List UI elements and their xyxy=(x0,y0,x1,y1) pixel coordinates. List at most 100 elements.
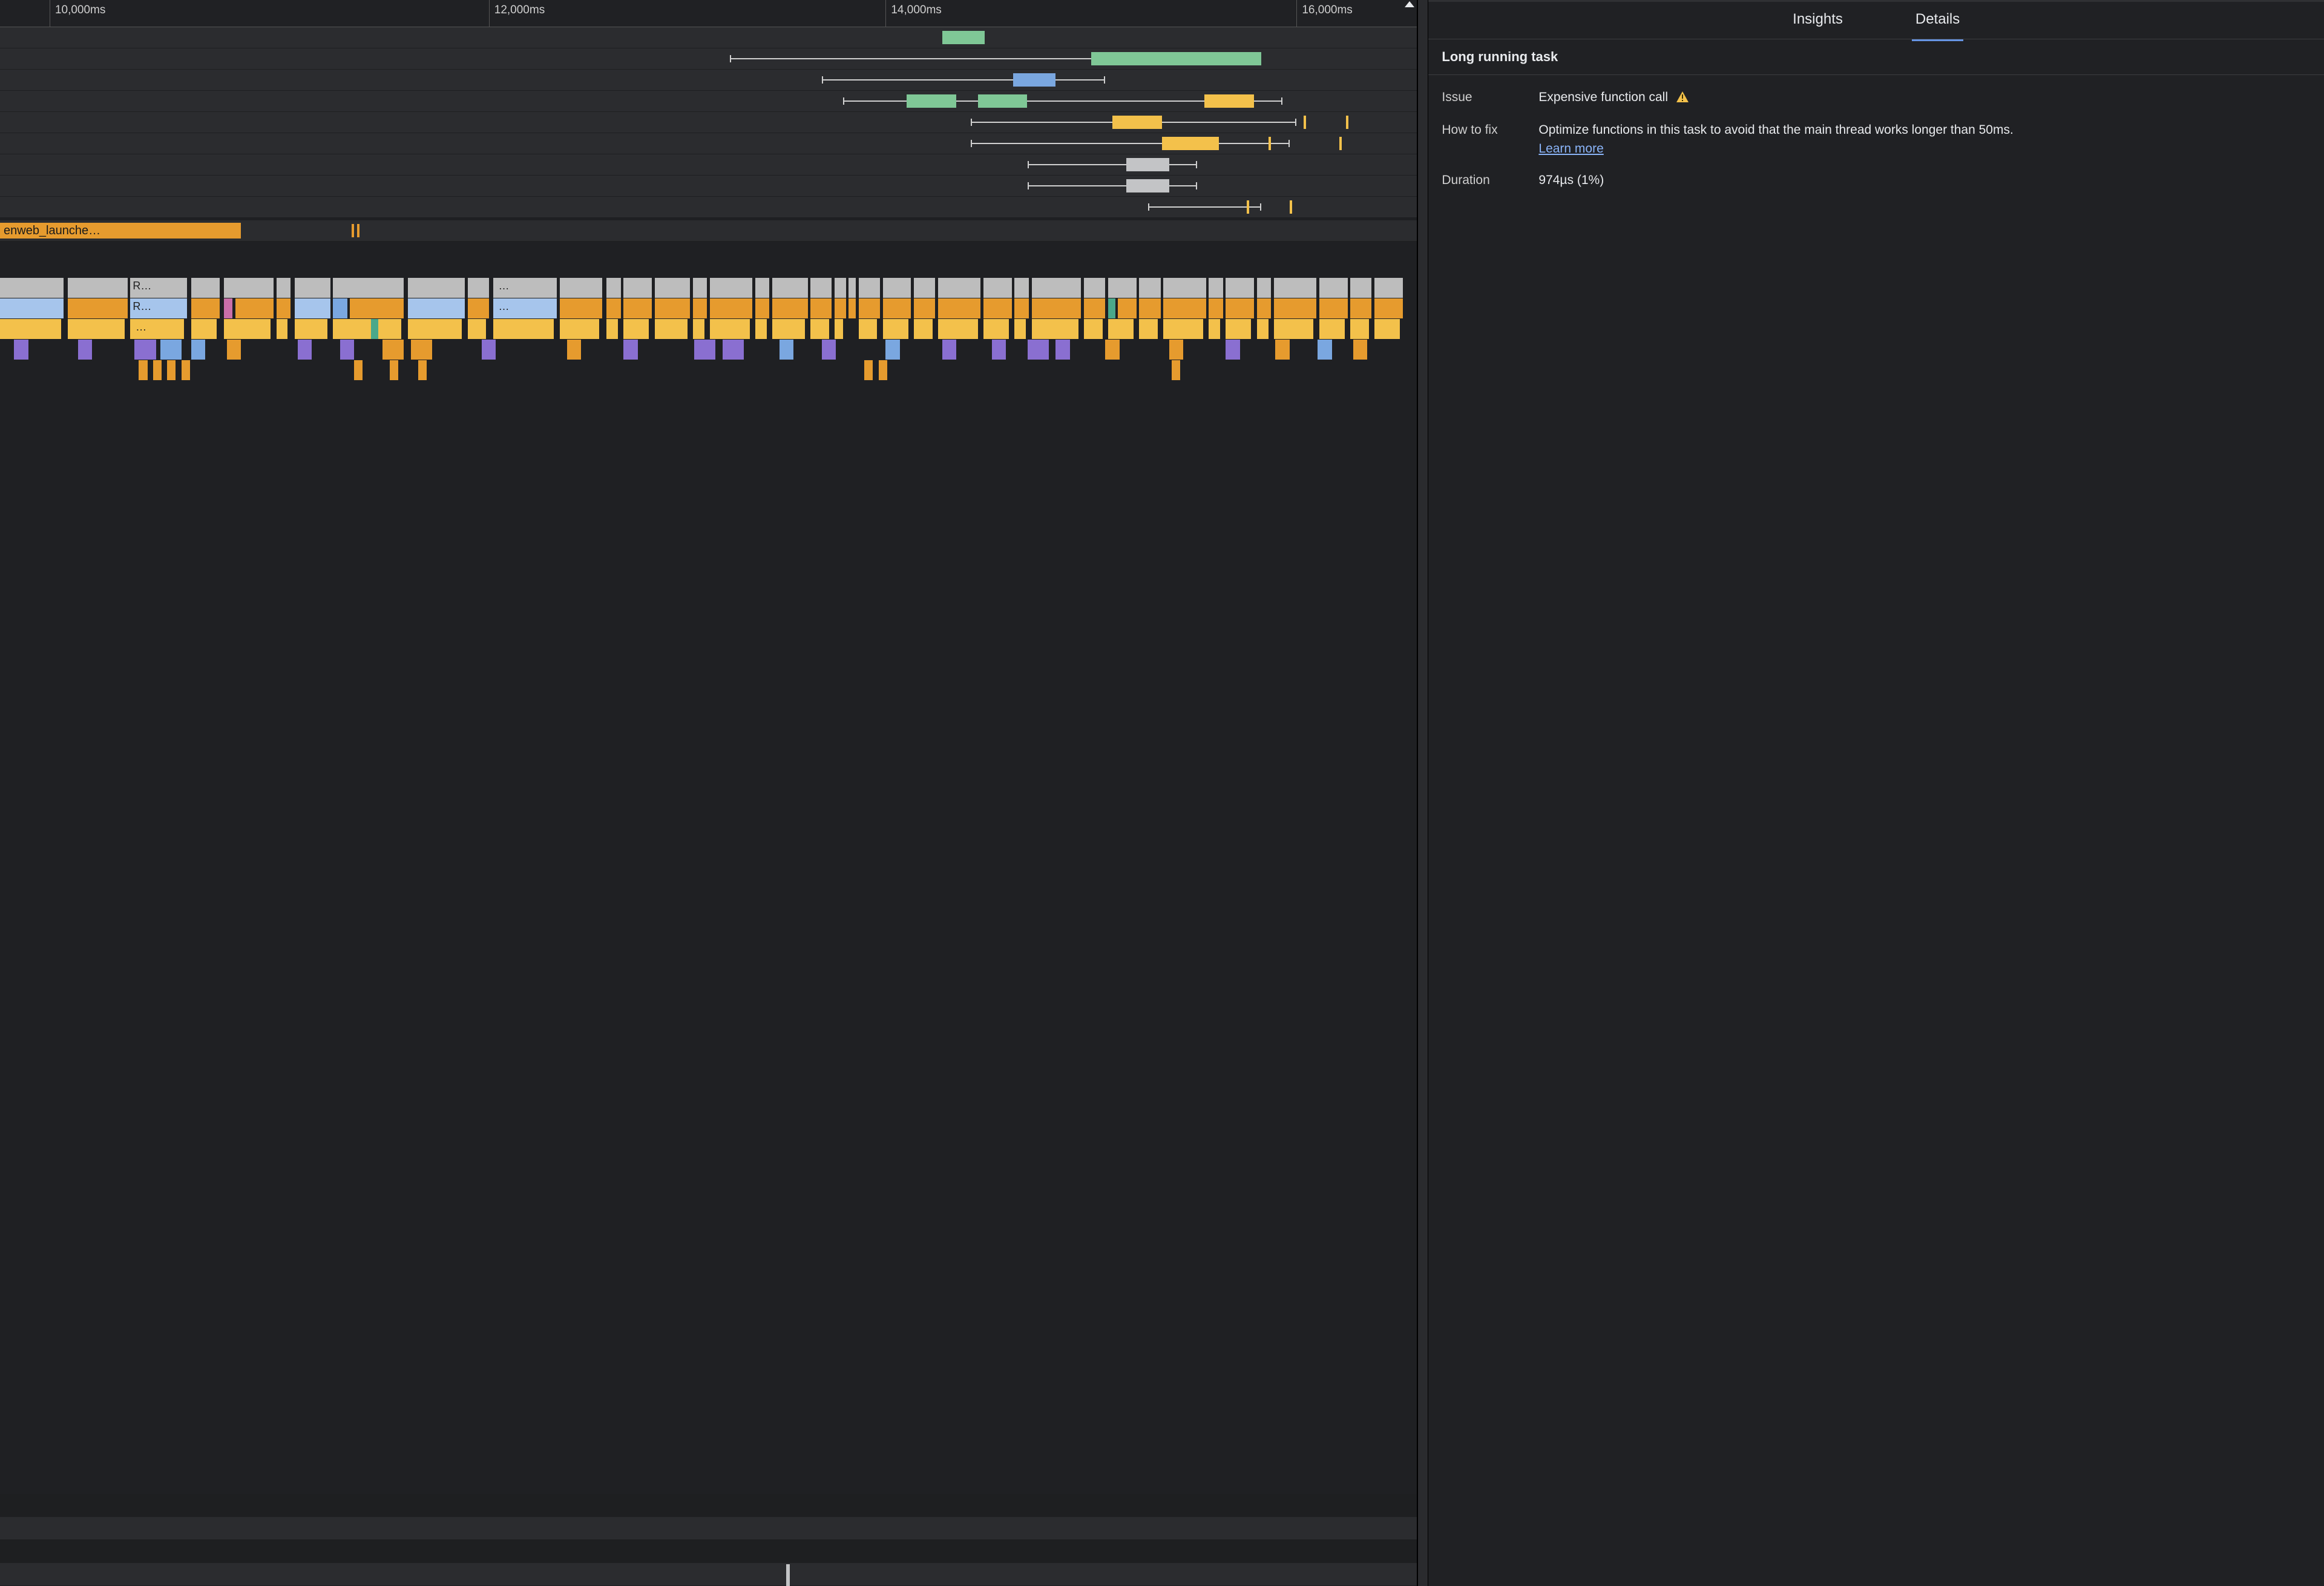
flame-block[interactable] xyxy=(408,298,465,318)
timing-block[interactable] xyxy=(907,94,956,108)
flame-chart[interactable]: R……R……… xyxy=(0,278,1417,381)
flame-row[interactable]: R…… xyxy=(0,278,1417,298)
flame-block[interactable] xyxy=(1108,298,1115,318)
flame-block[interactable] xyxy=(277,298,290,318)
timing-tick[interactable] xyxy=(1269,137,1271,150)
flame-block[interactable] xyxy=(1032,319,1078,339)
timing-track[interactable] xyxy=(0,27,1417,48)
flame-block[interactable] xyxy=(382,340,404,360)
flame-block[interactable] xyxy=(408,319,462,339)
flame-block[interactable] xyxy=(1275,340,1289,360)
timing-track[interactable] xyxy=(0,176,1417,197)
flame-block[interactable] xyxy=(849,298,856,318)
timing-track[interactable] xyxy=(0,133,1417,154)
flame-block[interactable] xyxy=(1032,278,1082,298)
flame-block[interactable] xyxy=(992,340,1006,360)
flame-block[interactable] xyxy=(68,298,127,318)
network-request-block[interactable]: enweb_launche… xyxy=(0,223,241,239)
flame-block[interactable] xyxy=(859,319,877,339)
flame-block[interactable] xyxy=(623,298,652,318)
flame-block[interactable] xyxy=(295,278,330,298)
flame-block[interactable] xyxy=(482,340,496,360)
flame-block[interactable] xyxy=(1374,298,1403,318)
timing-tick[interactable] xyxy=(1247,200,1249,214)
flame-block[interactable] xyxy=(1139,298,1160,318)
flame-block[interactable] xyxy=(1257,298,1271,318)
flame-block[interactable] xyxy=(68,319,125,339)
flame-block[interactable] xyxy=(1350,278,1371,298)
flame-block[interactable] xyxy=(191,340,205,360)
flame-block[interactable] xyxy=(295,319,327,339)
flame-block[interactable] xyxy=(983,298,1012,318)
flame-block[interactable] xyxy=(885,340,899,360)
bottom-marker-track[interactable] xyxy=(0,1563,1417,1586)
flame-block[interactable] xyxy=(468,278,489,298)
flame-block[interactable] xyxy=(1032,298,1082,318)
flame-block[interactable] xyxy=(1353,340,1367,360)
flame-block[interactable] xyxy=(723,340,744,360)
timing-tick[interactable] xyxy=(1304,116,1306,129)
flame-block[interactable] xyxy=(134,340,156,360)
timing-block[interactable] xyxy=(1126,179,1169,192)
timing-tick[interactable] xyxy=(1346,116,1348,129)
flame-block[interactable] xyxy=(224,298,232,318)
flame-block[interactable] xyxy=(883,298,911,318)
flame-block[interactable] xyxy=(191,319,217,339)
flame-block[interactable] xyxy=(693,278,707,298)
timing-block[interactable] xyxy=(1013,73,1055,87)
flame-block[interactable] xyxy=(224,278,274,298)
flame-block[interactable] xyxy=(755,278,769,298)
timing-tick[interactable] xyxy=(1290,200,1292,214)
timing-block[interactable] xyxy=(1091,52,1261,65)
flame-block[interactable] xyxy=(1139,278,1160,298)
flame-block[interactable] xyxy=(623,340,637,360)
flame-block[interactable] xyxy=(694,340,715,360)
flame-block[interactable] xyxy=(983,319,1009,339)
flame-block[interactable] xyxy=(468,319,486,339)
flame-block[interactable] xyxy=(822,340,836,360)
flame-block[interactable] xyxy=(772,278,808,298)
flame-block[interactable] xyxy=(1350,319,1368,339)
flame-block[interactable] xyxy=(1274,298,1316,318)
flame-block[interactable] xyxy=(864,360,873,380)
timing-track[interactable] xyxy=(0,154,1417,176)
flame-block[interactable] xyxy=(1163,298,1206,318)
timing-track[interactable] xyxy=(0,91,1417,112)
flame-block[interactable] xyxy=(1084,298,1105,318)
flame-block[interactable] xyxy=(710,298,752,318)
timing-track[interactable] xyxy=(0,197,1417,218)
flame-block[interactable] xyxy=(411,340,432,360)
flame-row[interactable]: … xyxy=(0,319,1417,340)
flame-block[interactable] xyxy=(1226,278,1254,298)
flame-block[interactable] xyxy=(333,319,401,339)
flame-block[interactable] xyxy=(1084,319,1102,339)
flame-block[interactable] xyxy=(418,360,427,380)
timing-tracks[interactable] xyxy=(0,27,1417,218)
flame-block[interactable] xyxy=(277,319,288,339)
timing-block[interactable] xyxy=(942,31,985,44)
flame-block[interactable] xyxy=(1169,340,1183,360)
flame-block[interactable] xyxy=(710,319,750,339)
flame-block[interactable] xyxy=(1226,340,1239,360)
flame-block[interactable] xyxy=(1108,319,1134,339)
flame-block[interactable] xyxy=(1226,298,1254,318)
flame-block[interactable] xyxy=(623,278,652,298)
flame-block[interactable] xyxy=(340,340,354,360)
flame-block[interactable] xyxy=(655,298,691,318)
flame-block[interactable] xyxy=(560,278,602,298)
time-ruler[interactable]: 10,000ms12,000ms14,000ms16,000ms xyxy=(0,0,1417,27)
flame-block[interactable] xyxy=(1374,319,1400,339)
flame-block[interactable] xyxy=(1118,298,1136,318)
flame-block[interactable] xyxy=(859,298,880,318)
flame-block[interactable] xyxy=(1014,298,1028,318)
flame-block[interactable] xyxy=(333,298,347,318)
flame-block[interactable] xyxy=(623,319,649,339)
flame-block[interactable] xyxy=(468,298,489,318)
timeline-pane[interactable]: 10,000ms12,000ms14,000ms16,000ms enweb_l… xyxy=(0,0,1417,1586)
flame-block[interactable] xyxy=(78,340,92,360)
flame-block[interactable] xyxy=(1318,340,1331,360)
flame-block[interactable] xyxy=(1226,319,1251,339)
pane-divider[interactable] xyxy=(1417,0,1428,1586)
flame-block[interactable] xyxy=(938,278,980,298)
timing-block[interactable] xyxy=(1112,116,1162,129)
